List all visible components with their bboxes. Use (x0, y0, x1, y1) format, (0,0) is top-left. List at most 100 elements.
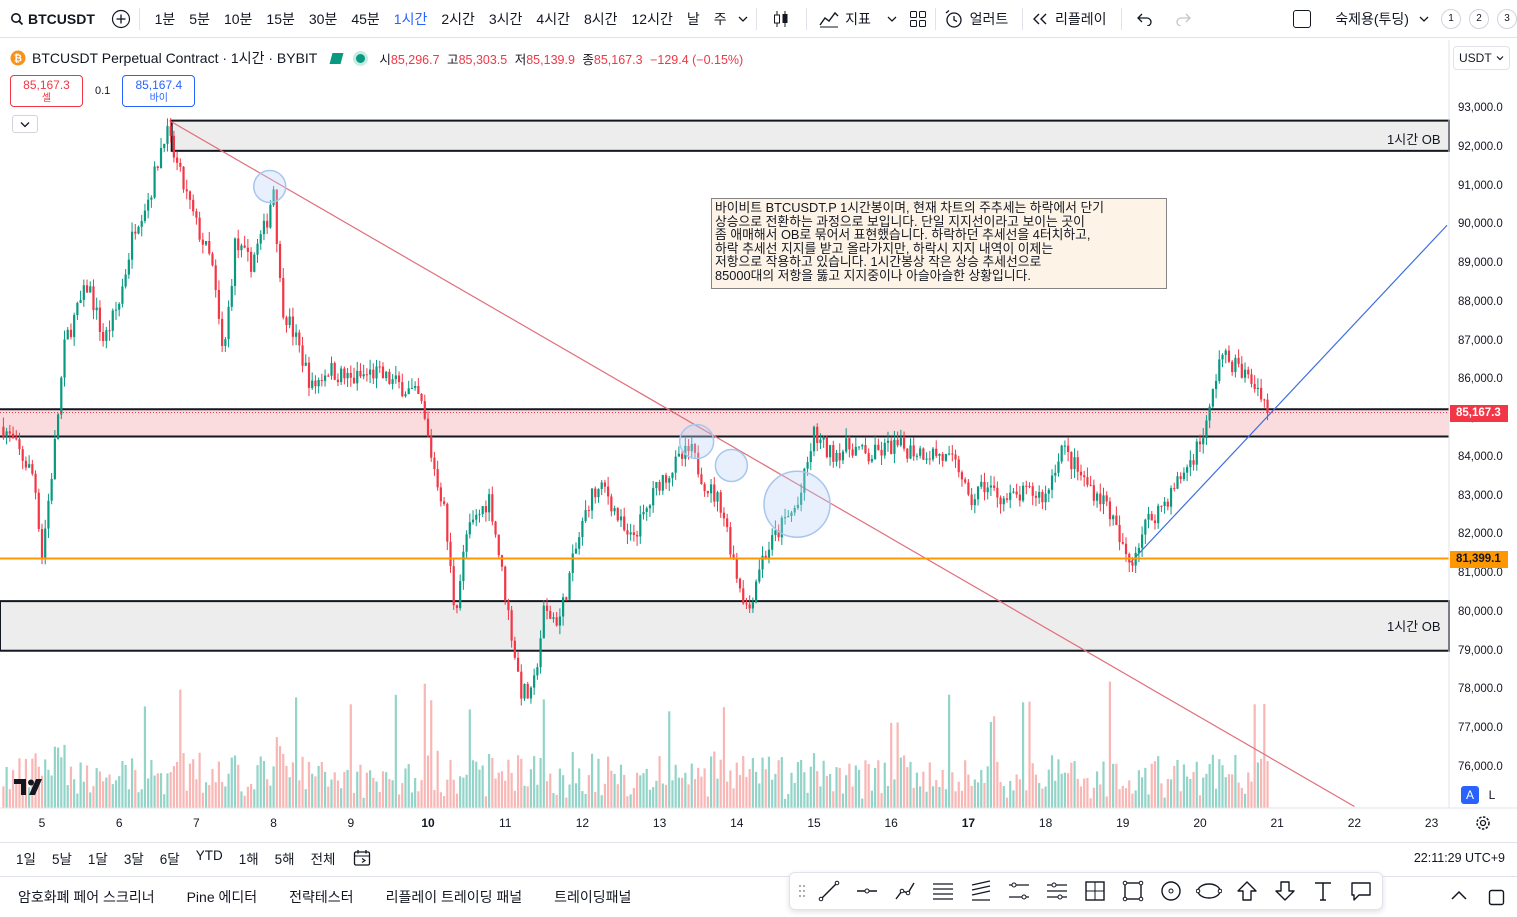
order-block-box[interactable] (170, 119, 1450, 152)
panel-tab-4[interactable]: 트레이딩패널 (554, 889, 632, 905)
sell-button[interactable]: 85,167.3 셀 (10, 75, 83, 107)
volume-bar (397, 794, 401, 808)
touch-marker-circle[interactable] (714, 448, 749, 483)
arrow-down-tool[interactable] (1270, 877, 1300, 905)
candle-body (137, 226, 140, 234)
go-to-date-button[interactable] (353, 849, 373, 867)
symbol-search[interactable]: BTCUSDT (10, 0, 95, 38)
interval-7[interactable]: 2시간 (441, 10, 475, 27)
collapse-panel-button[interactable] (1450, 889, 1468, 904)
alert-button[interactable]: 얼러트 (944, 0, 1008, 38)
touch-marker-circle[interactable] (678, 423, 715, 460)
touch-marker-circle[interactable] (763, 470, 831, 538)
range-button-0[interactable]: 1일 (16, 851, 36, 867)
order-block-label-bottom[interactable]: 1시간 OB (1387, 619, 1441, 634)
time-tick-label: 11 (498, 816, 512, 830)
indicators-button[interactable]: 지표 (815, 0, 875, 38)
page-badge-2[interactable]: 2 (1468, 8, 1489, 29)
clock-timezone[interactable]: 22:11:29 UTC+9 (1413, 850, 1505, 865)
interval-10[interactable]: 8시간 (583, 10, 618, 27)
interval-13[interactable]: 주 (713, 10, 727, 27)
volume-bar (639, 775, 642, 808)
text-tool[interactable] (1308, 877, 1338, 905)
panel-tab-3[interactable]: 리플레이 트레이딩 패널 (385, 889, 523, 905)
volume-bar (53, 746, 56, 808)
touch-marker-circle[interactable] (252, 169, 287, 204)
page-badge-1[interactable]: 1 (1440, 8, 1461, 29)
interval-0[interactable]: 1분 (154, 10, 176, 27)
fib-channel-tool[interactable] (966, 877, 996, 905)
interval-3[interactable]: 15분 (266, 10, 295, 27)
ellipse-tool[interactable] (1194, 877, 1224, 905)
indicators-dropdown[interactable] (887, 0, 897, 38)
volume-bar (1124, 788, 1128, 808)
candle-body (603, 482, 607, 487)
trendline-tool[interactable] (814, 877, 844, 905)
chart-type-button[interactable] (764, 0, 798, 38)
interval-1[interactable]: 5분 (189, 10, 210, 27)
path-tool[interactable] (890, 877, 920, 905)
range-button-5[interactable]: YTD (195, 847, 223, 863)
analysis-text-note[interactable]: 바이비트 BTCUSDT.P 1시간봉이며, 현재 차트의 주추세는 하락에서 … (711, 198, 1167, 289)
parallel-channel-tool[interactable] (1004, 877, 1034, 905)
buy-button[interactable]: 85,167.4 바이 (122, 75, 196, 107)
circle-tool[interactable] (1156, 877, 1186, 905)
panel-tab-0[interactable]: 암호화폐 페어 스크리너 (18, 889, 155, 905)
interval-11[interactable]: 12시간 (631, 10, 673, 27)
currency-selector[interactable]: USDT (1453, 46, 1510, 70)
interval-4[interactable]: 30분 (308, 10, 338, 27)
order-block-label-top[interactable]: 1시간 OB (1387, 132, 1441, 147)
candle-body (1240, 363, 1243, 378)
order-block-box[interactable] (0, 600, 1450, 652)
panel-tab-2[interactable]: 전략테스터 (289, 889, 354, 905)
arrow-up-tool[interactable] (1232, 877, 1262, 905)
candle-body (465, 534, 468, 552)
rectangle-tool[interactable] (1118, 877, 1148, 905)
replay-button[interactable]: 리플레이 (1031, 0, 1107, 38)
interval-8[interactable]: 3시간 (488, 10, 523, 27)
range-button-8[interactable]: 전체 (310, 851, 336, 867)
fib-retracement-tool[interactable] (928, 877, 958, 905)
candle-body (359, 370, 362, 377)
maximize-panel-button[interactable] (1488, 889, 1505, 909)
interval-5[interactable]: 45분 (351, 10, 380, 27)
support-level-label: 81,399.1 (1450, 550, 1508, 568)
range-button-2[interactable]: 1달 (87, 851, 108, 867)
undo-button[interactable] (1129, 0, 1161, 38)
interval-2[interactable]: 10분 (223, 10, 253, 27)
volume-bar (1160, 783, 1163, 808)
range-button-3[interactable]: 3달 (123, 851, 144, 867)
candle-body (520, 671, 523, 699)
panel-tab-1[interactable]: Pine 에디터 (186, 889, 258, 905)
interval-6[interactable]: 1시간 (393, 10, 428, 27)
fib-extension-tool[interactable] (1042, 877, 1072, 905)
horizontal-ray-tool[interactable] (852, 877, 882, 905)
range-button-4[interactable]: 6달 (159, 851, 180, 867)
templates-button[interactable] (909, 0, 927, 38)
interval-dropdown[interactable] (738, 0, 748, 38)
log-scale-button[interactable]: L (1488, 788, 1496, 802)
callout-tool[interactable] (1346, 877, 1376, 905)
auto-scale-button[interactable]: A (1461, 786, 1479, 804)
range-button-6[interactable]: 1해 (238, 851, 259, 867)
volume-bar (1163, 797, 1166, 808)
range-button-7[interactable]: 5해 (274, 851, 295, 867)
candle-body (1214, 380, 1218, 390)
page-badge-3[interactable]: 3 (1496, 8, 1517, 29)
drag-handle-icon[interactable] (798, 883, 806, 899)
redo-button[interactable] (1161, 0, 1205, 38)
interval-12[interactable]: 날 (686, 10, 700, 27)
tradingview-logo[interactable] (14, 778, 46, 799)
layout-selector[interactable]: 숙제용(투딩) (1293, 0, 1429, 38)
crosshair-box-tool[interactable] (1080, 877, 1110, 905)
resistance-zone[interactable] (0, 409, 1449, 437)
trendline[interactable] (169, 120, 1355, 808)
layout-checkbox[interactable] (1293, 9, 1312, 28)
range-button-1[interactable]: 5날 (51, 851, 72, 867)
compare-add-button[interactable] (111, 0, 131, 38)
trendline[interactable] (1130, 224, 1448, 563)
interval-9[interactable]: 4시간 (536, 10, 570, 27)
legend-collapse-button[interactable] (12, 115, 38, 133)
settings-icon[interactable] (1474, 814, 1492, 832)
